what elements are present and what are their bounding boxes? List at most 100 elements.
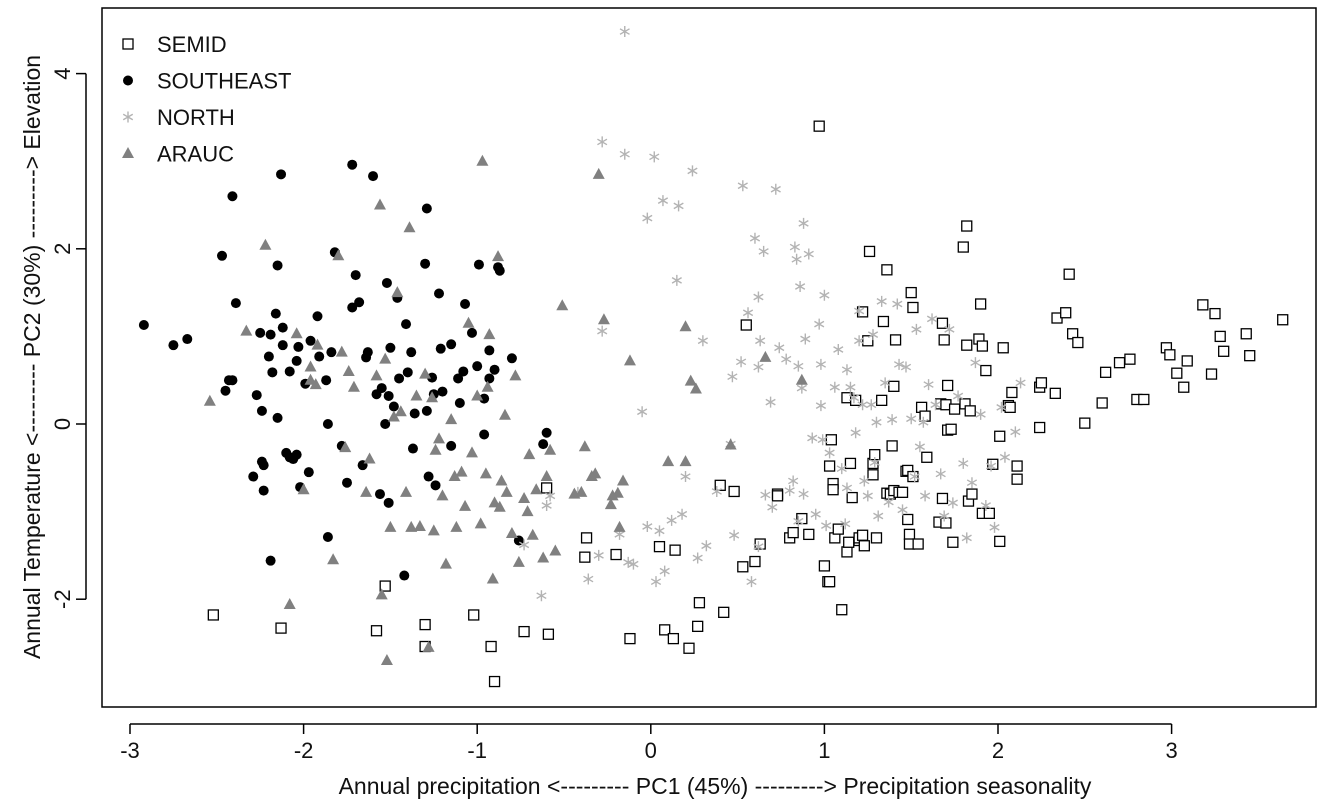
point-arauc [450, 520, 463, 532]
point-north [810, 508, 821, 520]
point-arauc [427, 524, 440, 536]
point-arauc [556, 299, 569, 311]
point-arauc [342, 364, 355, 376]
point-southeast [277, 322, 288, 333]
point-southeast [291, 449, 302, 460]
point-north [781, 353, 792, 365]
point-arauc [604, 498, 617, 510]
point-southeast [256, 405, 267, 416]
x-tick-label: 3 [1165, 738, 1177, 763]
point-southeast [380, 419, 391, 429]
point-semid [749, 555, 761, 568]
point-semid [518, 625, 530, 638]
point-southeast [314, 351, 325, 362]
point-southeast [409, 408, 420, 419]
point-southeast [321, 375, 332, 386]
point-north [541, 499, 552, 511]
point-semid [856, 529, 869, 541]
series-semid [207, 120, 1289, 688]
point-semid [886, 440, 898, 452]
point-southeast [138, 320, 149, 331]
point-arauc [578, 440, 591, 452]
point-semid [419, 618, 431, 631]
point-semid [938, 334, 950, 346]
point-arauc [297, 483, 310, 495]
y-axis-title: Annual Temperature <--------- PC2 (30%) … [19, 55, 45, 659]
point-semid [1178, 381, 1190, 393]
point-southeast [342, 477, 352, 488]
point-north [909, 471, 920, 483]
point-north [784, 485, 795, 497]
point-arauc [373, 198, 386, 210]
point-north [876, 295, 887, 307]
point-north [952, 390, 964, 402]
point-southeast [374, 489, 385, 500]
point-arauc [380, 654, 393, 666]
point-southeast [489, 364, 500, 375]
legend-marker-semid [122, 38, 134, 50]
point-semid [740, 319, 752, 331]
point-north [697, 335, 708, 347]
point-southeast [484, 373, 495, 384]
point-semid [912, 538, 924, 550]
point-arauc [455, 465, 468, 477]
point-north [654, 525, 665, 537]
point-north [597, 136, 608, 148]
point-southeast [277, 340, 288, 351]
point-semid [823, 460, 836, 472]
point-southeast [255, 327, 266, 338]
point-semid [863, 245, 876, 258]
point-arauc [471, 389, 484, 401]
point-southeast [473, 259, 484, 270]
point-southeast [303, 467, 314, 478]
point-north [774, 342, 785, 354]
point-southeast [435, 343, 446, 354]
series-southeast [138, 159, 552, 581]
point-arauc [481, 380, 494, 392]
point-southeast [383, 390, 394, 401]
point-semid [876, 394, 888, 406]
point-north [657, 195, 669, 207]
point-arauc [483, 328, 496, 340]
point-semid [1034, 421, 1046, 434]
point-southeast [293, 341, 304, 352]
point-semid [888, 380, 900, 392]
point-semid [936, 492, 949, 505]
point-southeast [270, 308, 281, 319]
point-southeast [458, 366, 469, 377]
point-semid [881, 264, 893, 276]
point-semid [718, 606, 730, 618]
point-arauc [304, 373, 317, 385]
point-semid [714, 479, 726, 491]
point-southeast [402, 367, 413, 378]
point-southeast [312, 311, 323, 322]
point-semid [818, 560, 831, 572]
point-southeast [354, 297, 365, 308]
point-semid [485, 640, 497, 653]
point-semid [803, 528, 815, 541]
point-southeast [230, 298, 241, 309]
point-semid [728, 485, 740, 498]
point-semid [827, 484, 839, 496]
point-semid [983, 507, 995, 520]
point-north [996, 401, 1007, 413]
point-semid [1113, 357, 1126, 369]
point-semid [994, 430, 1006, 442]
point-north [999, 451, 1011, 463]
point-semid [836, 604, 848, 616]
point-semid [542, 628, 555, 640]
point-arauc [419, 367, 432, 379]
point-southeast [401, 319, 412, 330]
point-southeast [394, 373, 405, 384]
x-axis-title: Annual precipitation <--------- PC1 (45%… [339, 773, 1092, 799]
point-southeast [446, 339, 457, 350]
point-north [727, 371, 738, 383]
point-semid [948, 403, 961, 415]
point-southeast [368, 171, 379, 182]
y-tick-label: 2 [50, 243, 75, 255]
point-semid [1138, 393, 1150, 406]
point-southeast [227, 191, 238, 202]
point-north [597, 325, 608, 337]
point-north [869, 457, 880, 469]
point-semid [1099, 366, 1112, 378]
